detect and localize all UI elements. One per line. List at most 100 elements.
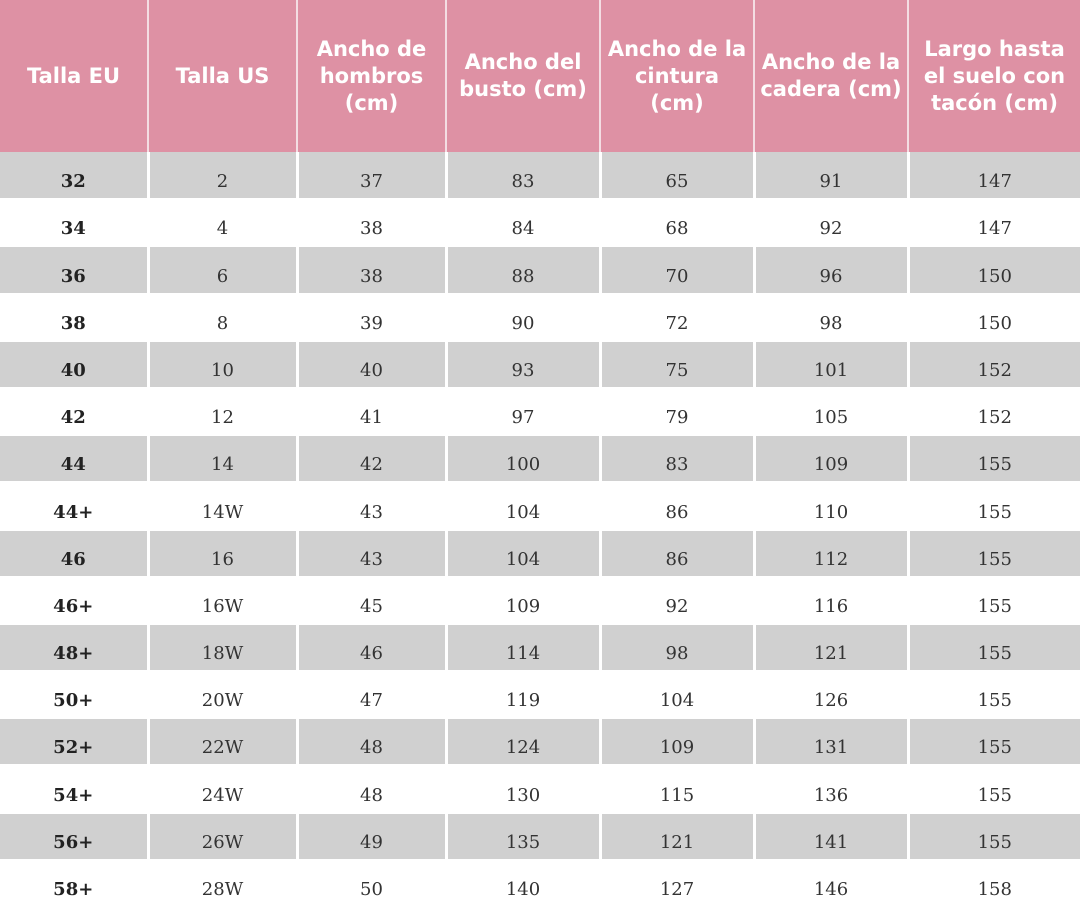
cell-ancho-hombros: 38 [295,246,446,295]
cell-talla-eu: 42 [0,387,148,437]
cell-ancho-cintura: 121 [598,812,754,861]
table-row: 44+ 14W 43 104 86 110 155 [0,482,1080,531]
cell-talla-eu: 36 [0,246,148,295]
cell-ancho-cintura: 72 [598,293,754,342]
cell-talla-eu: 32 [0,152,148,201]
cell-talla-us: 2 [146,152,297,201]
column-header-ancho-cintura: Ancho de la cintura (cm) [599,0,754,152]
cell-ancho-hombros: 48 [295,718,446,767]
cell-talla-us: 18W [146,623,297,673]
cell-ancho-cintura: 86 [598,529,754,578]
column-header-ancho-cadera: Ancho de la cadera (cm) [753,0,908,152]
cell-ancho-cintura: 115 [598,765,754,814]
table-row: 56+ 26W 49 135 121 141 155 [0,812,1080,861]
cell-talla-eu: 46+ [0,576,148,625]
cell-ancho-hombros: 39 [295,293,446,342]
cell-ancho-cintura: 75 [598,340,754,389]
cell-ancho-hombros: 41 [295,387,446,437]
cell-ancho-busto: 100 [444,435,600,484]
column-header-ancho-busto: Ancho del busto (cm) [445,0,600,152]
table-row: 46+ 16W 45 109 92 116 155 [0,576,1080,625]
cell-largo-suelo: 147 [906,152,1080,201]
cell-talla-eu: 58+ [0,859,148,908]
table-row: 36 6 38 88 70 96 150 [0,246,1080,295]
cell-talla-us: 14 [146,435,297,484]
cell-ancho-cintura: 104 [598,671,754,720]
cell-talla-us: 16W [146,576,297,625]
cell-largo-suelo: 158 [906,859,1080,908]
cell-largo-suelo: 152 [906,340,1080,389]
table-row: 46 16 43 104 86 112 155 [0,529,1080,578]
table-row: 48+ 18W 46 114 98 121 155 [0,623,1080,673]
cell-ancho-cintura: 92 [598,576,754,625]
cell-ancho-cadera: 96 [752,246,908,295]
cell-ancho-cintura: 65 [598,152,754,201]
cell-ancho-hombros: 50 [295,859,446,908]
cell-talla-eu: 54+ [0,765,148,814]
cell-talla-us: 8 [146,293,297,342]
cell-largo-suelo: 155 [906,623,1080,673]
cell-ancho-cadera: 141 [752,812,908,861]
cell-ancho-busto: 104 [444,482,600,531]
cell-ancho-cadera: 116 [752,576,908,625]
cell-ancho-cadera: 146 [752,859,908,908]
cell-talla-eu: 38 [0,293,148,342]
cell-talla-us: 24W [146,765,297,814]
cell-ancho-cintura: 83 [598,435,754,484]
table-header-row: Talla EU Talla US Ancho de hombros (cm) Anc… [0,0,1080,152]
cell-ancho-cadera: 126 [752,671,908,720]
cell-ancho-hombros: 38 [295,199,446,248]
cell-ancho-busto: 88 [444,246,600,295]
cell-ancho-cadera: 105 [752,387,908,437]
table-body: 32 2 37 83 65 91 147 34 4 38 84 68 92 147 36 6 38 88 70 96 1… [0,152,1080,908]
cell-ancho-cadera: 92 [752,199,908,248]
cell-ancho-busto: 140 [444,859,600,908]
cell-talla-us: 12 [146,387,297,437]
cell-ancho-cintura: 98 [598,623,754,673]
cell-ancho-busto: 84 [444,199,600,248]
cell-ancho-busto: 97 [444,387,600,437]
cell-talla-eu: 44+ [0,482,148,531]
cell-ancho-hombros: 37 [295,152,446,201]
cell-talla-eu: 50+ [0,671,148,720]
cell-ancho-busto: 104 [444,529,600,578]
cell-largo-suelo: 155 [906,435,1080,484]
cell-ancho-hombros: 47 [295,671,446,720]
cell-ancho-busto: 130 [444,765,600,814]
cell-ancho-cintura: 127 [598,859,754,908]
cell-talla-eu: 56+ [0,812,148,861]
table-row: 32 2 37 83 65 91 147 [0,152,1080,201]
cell-talla-us: 6 [146,246,297,295]
cell-ancho-cadera: 110 [752,482,908,531]
cell-largo-suelo: 155 [906,812,1080,861]
cell-ancho-busto: 119 [444,671,600,720]
cell-talla-eu: 52+ [0,718,148,767]
cell-largo-suelo: 155 [906,529,1080,578]
column-header-ancho-hombros: Ancho de hombros (cm) [296,0,446,152]
table-row: 38 8 39 90 72 98 150 [0,293,1080,342]
cell-ancho-cintura: 70 [598,246,754,295]
cell-talla-us: 22W [146,718,297,767]
cell-talla-eu: 44 [0,435,148,484]
table-row: 50+ 20W 47 119 104 126 155 [0,671,1080,720]
table-row: 44 14 42 100 83 109 155 [0,435,1080,484]
cell-ancho-busto: 114 [444,623,600,673]
cell-ancho-hombros: 45 [295,576,446,625]
cell-talla-us: 26W [146,812,297,861]
cell-largo-suelo: 155 [906,482,1080,531]
table-row: 40 10 40 93 75 101 152 [0,340,1080,389]
cell-largo-suelo: 150 [906,293,1080,342]
cell-ancho-hombros: 43 [295,529,446,578]
table-row: 52+ 22W 48 124 109 131 155 [0,718,1080,767]
cell-ancho-cadera: 109 [752,435,908,484]
cell-ancho-hombros: 48 [295,765,446,814]
cell-talla-eu: 40 [0,340,148,389]
cell-ancho-busto: 83 [444,152,600,201]
cell-ancho-busto: 93 [444,340,600,389]
cell-talla-us: 14W [146,482,297,531]
cell-talla-us: 20W [146,671,297,720]
table-row: 34 4 38 84 68 92 147 [0,199,1080,248]
cell-ancho-cintura: 86 [598,482,754,531]
table-row: 54+ 24W 48 130 115 136 155 [0,765,1080,814]
